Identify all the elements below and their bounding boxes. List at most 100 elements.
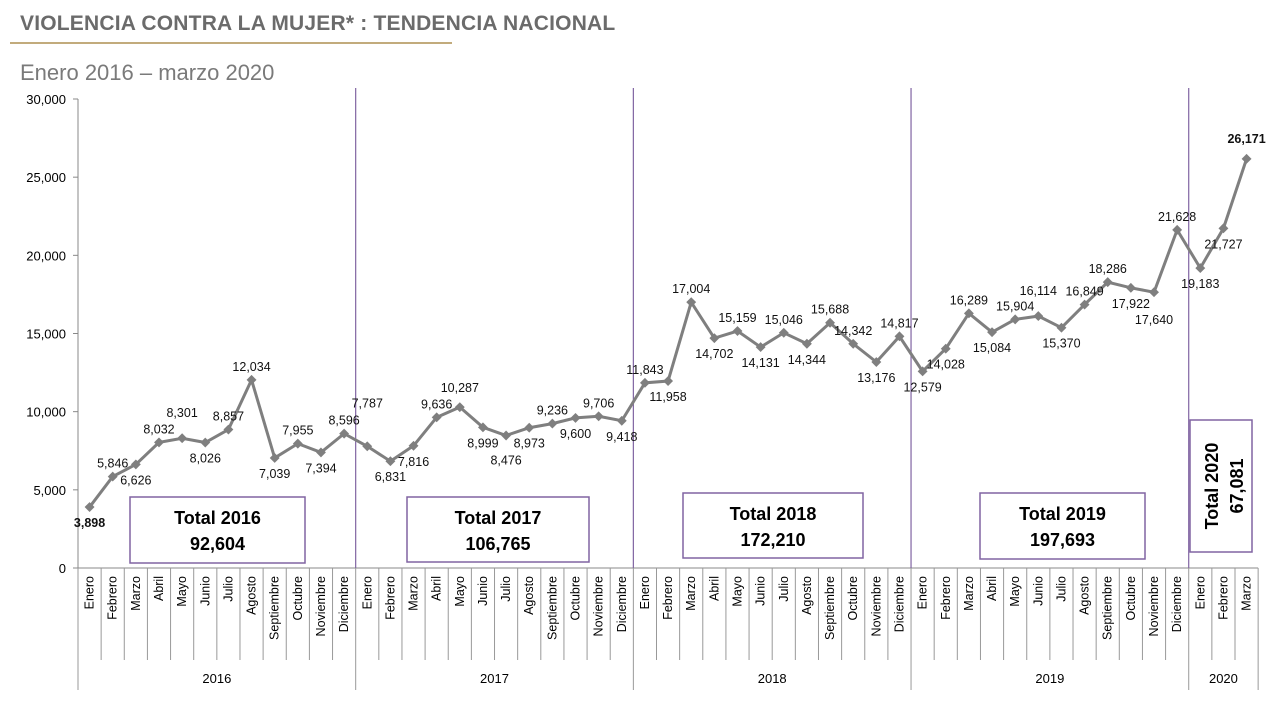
data-label: 7,787 xyxy=(352,396,383,410)
x-tick-label: Septiembre xyxy=(1101,576,1115,640)
year-label: 2016 xyxy=(202,671,231,686)
data-label: 12,034 xyxy=(232,360,270,374)
x-tick-label: Mayo xyxy=(453,576,467,607)
x-tick-label: Febrero xyxy=(939,576,953,620)
x-tick-label: Octubre xyxy=(1124,576,1138,621)
x-tick-label: Agosto xyxy=(800,576,814,615)
data-point xyxy=(177,433,188,444)
total-box-value: 67,081 xyxy=(1227,458,1247,513)
x-tick-label: Junio xyxy=(476,576,490,606)
data-label: 15,084 xyxy=(973,341,1011,355)
y-tick-label: 25,000 xyxy=(26,170,66,185)
x-tick-label: Febrero xyxy=(106,576,120,620)
total-box-value: 92,604 xyxy=(190,534,245,554)
data-point xyxy=(593,411,604,422)
data-label: 9,706 xyxy=(583,396,614,410)
x-tick-label: Abril xyxy=(152,576,166,601)
data-label: 10,287 xyxy=(441,381,479,395)
x-tick-label: Marzo xyxy=(129,576,143,611)
data-label: 14,817 xyxy=(880,316,918,330)
data-point xyxy=(663,376,674,387)
data-label: 3,898 xyxy=(74,516,105,530)
data-point xyxy=(501,430,512,441)
data-label: 14,131 xyxy=(742,356,780,370)
data-label: 16,114 xyxy=(1020,284,1057,298)
data-label: 11,958 xyxy=(649,390,686,404)
data-point xyxy=(1218,223,1229,234)
y-tick-label: 20,000 xyxy=(26,248,66,263)
data-label: 8,301 xyxy=(166,406,197,420)
data-label: 14,702 xyxy=(695,347,733,361)
data-point xyxy=(454,402,465,413)
data-point xyxy=(732,326,743,336)
data-point xyxy=(524,422,535,433)
data-label: 15,370 xyxy=(1042,337,1080,351)
total-box xyxy=(1189,419,1253,553)
x-tick-label: Junio xyxy=(1031,576,1045,606)
data-point xyxy=(130,459,141,470)
data-point xyxy=(755,342,766,353)
data-point xyxy=(339,428,350,439)
data-label: 15,159 xyxy=(718,311,756,325)
data-label: 14,342 xyxy=(834,324,872,338)
y-tick-label: 5,000 xyxy=(33,483,66,498)
chart-subtitle: Enero 2016 – marzo 2020 xyxy=(20,60,275,85)
data-point xyxy=(940,343,951,354)
x-tick-label: Noviembre xyxy=(869,576,883,636)
x-tick-label: Octubre xyxy=(569,576,583,621)
total-box xyxy=(406,496,590,563)
data-label: 17,640 xyxy=(1135,313,1173,327)
data-label: 17,004 xyxy=(672,282,710,296)
x-tick-label: Marzo xyxy=(407,576,421,611)
x-tick-label: Marzo xyxy=(684,576,698,611)
data-point xyxy=(200,437,211,448)
x-tick-label: Septiembre xyxy=(545,576,559,640)
x-tick-label: Noviembre xyxy=(314,576,328,636)
data-point xyxy=(292,438,303,449)
title-underline xyxy=(10,42,452,44)
x-tick-label: Diciembre xyxy=(337,576,351,632)
data-label: 9,600 xyxy=(560,427,591,441)
data-point xyxy=(316,447,326,458)
x-tick-label: Enero xyxy=(83,576,97,609)
total-box xyxy=(979,492,1146,560)
year-label: 2020 xyxy=(1209,671,1238,686)
data-point xyxy=(639,377,650,388)
data-point xyxy=(963,308,974,319)
data-point xyxy=(1149,287,1159,298)
x-tick-label: Octubre xyxy=(846,576,860,621)
data-label: 11,843 xyxy=(626,363,663,377)
data-label: 9,418 xyxy=(606,430,637,444)
data-point xyxy=(154,437,164,448)
x-tick-label: Julio xyxy=(499,576,513,602)
x-tick-label: Enero xyxy=(360,576,374,609)
series-line xyxy=(88,158,1248,508)
total-box-title: Total 2018 xyxy=(730,504,817,524)
data-label: 16,849 xyxy=(1065,285,1103,299)
year-label: 2019 xyxy=(1035,671,1064,686)
data-label: 6,626 xyxy=(120,473,151,487)
data-point xyxy=(848,338,859,349)
y-tick-label: 0 xyxy=(59,561,66,576)
data-label: 5,846 xyxy=(97,457,128,471)
data-label: 8,999 xyxy=(467,436,498,450)
data-label: 9,636 xyxy=(421,397,452,411)
year-label: 2018 xyxy=(758,671,787,686)
x-tick-label: Enero xyxy=(638,576,652,609)
data-point xyxy=(385,456,396,467)
data-label: 19,183 xyxy=(1181,277,1219,291)
data-point xyxy=(1172,224,1183,235)
x-tick-label: Agosto xyxy=(1078,576,1092,615)
x-tick-label: Septiembre xyxy=(823,576,837,640)
data-label: 8,596 xyxy=(328,414,359,428)
x-tick-label: Marzo xyxy=(1240,576,1254,611)
data-label: 7,039 xyxy=(259,467,290,481)
data-point xyxy=(1102,277,1113,288)
page-title: VIOLENCIA CONTRA LA MUJER* : TENDENCIA N… xyxy=(20,12,616,35)
data-point xyxy=(570,412,581,423)
x-tick-label: Julio xyxy=(221,576,235,602)
total-box-title: Total 2017 xyxy=(455,508,542,528)
total-box-title: Total 2019 xyxy=(1019,504,1106,524)
x-tick-label: Enero xyxy=(916,576,930,609)
data-label: 15,046 xyxy=(765,313,803,327)
